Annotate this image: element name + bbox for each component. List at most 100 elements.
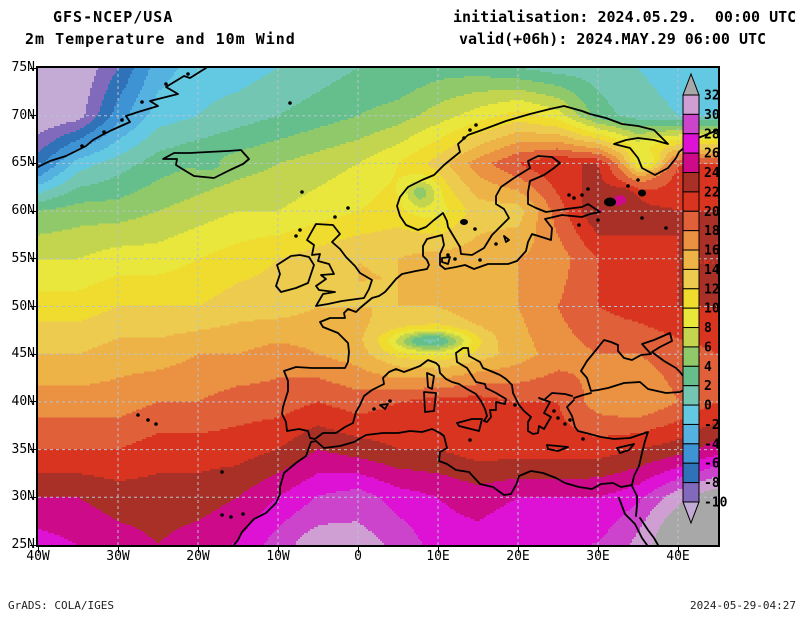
island-or-lake-speck (294, 234, 298, 238)
island-or-lake-speck (568, 418, 572, 422)
island-or-lake-speck (300, 190, 304, 194)
red-sea-coast (618, 485, 659, 546)
island-or-lake-speck (636, 178, 640, 182)
island-or-lake-speck (513, 403, 517, 407)
colorbar-segment (682, 191, 700, 212)
colorbar-segment (682, 327, 700, 348)
colorbar-segment (682, 133, 700, 154)
valid-time: valid(+06h): 2024.MAY.29 06:00 UTC (459, 30, 767, 48)
island-or-lake-speck (473, 227, 477, 231)
lat-tick-label: 50N (11, 298, 35, 314)
colorbar-segment (682, 288, 700, 309)
island-or-lake-speck (241, 512, 245, 516)
lat-tick-label: 70N (11, 107, 35, 123)
colorbar-segment (682, 462, 700, 484)
lon-tick-label: 20W (186, 549, 210, 564)
island-or-lake-speck (146, 418, 150, 422)
island-or-lake-speck (453, 257, 457, 261)
colorbar-tick-label: 22 (704, 185, 720, 200)
axis-tick (357, 547, 359, 553)
island-or-lake-speck (229, 515, 233, 519)
colorbar-tick-label: -10 (704, 495, 728, 510)
colorbar-tick-label: 14 (704, 263, 720, 278)
lon-tick-label: 20E (506, 549, 530, 564)
colorbar-tick-label: -4 (704, 437, 720, 452)
island-or-lake-speck (298, 228, 302, 232)
axis-tick (437, 547, 439, 553)
lat-tick-label: 40N (11, 393, 35, 409)
colorbar-tick-label: 2 (704, 379, 712, 394)
init-time: initialisation: 2024.05.29. 00:00 UTC (453, 8, 797, 26)
product-title: 2m Temperature and 10m Wind (25, 30, 296, 48)
island-or-lake-speck (462, 136, 466, 140)
colorbar-segment (682, 152, 700, 174)
lon-tick-label: 40W (26, 549, 50, 564)
lon-tick-label: 0 (354, 549, 362, 564)
colorbar-segment (682, 423, 700, 445)
axis-tick (30, 115, 36, 117)
island-or-lake-speck (140, 100, 144, 104)
axis-tick (597, 547, 599, 553)
axis-tick (30, 544, 36, 546)
black-sea-coast (573, 332, 692, 399)
island-or-lake-speck (494, 242, 498, 246)
render-timestamp: 2024-05-29-04:27 (690, 599, 796, 612)
colorbar-segment (682, 385, 700, 406)
lon-tick-label: 30W (106, 549, 130, 564)
island-or-lake-speck (372, 407, 376, 411)
lat-tick-label: 75N (11, 60, 35, 75)
colorbar-tick-label: 12 (704, 282, 720, 297)
island-or-lake-speck (474, 123, 478, 127)
island-or-lake-speck (186, 72, 190, 76)
coastlines (37, 67, 719, 546)
colorbar-tick-label: 10 (704, 302, 720, 317)
colorbar-tick-label: 0 (704, 399, 712, 414)
colorbar-segment (682, 482, 700, 503)
axis-tick (30, 67, 36, 69)
axis-tick (517, 547, 519, 553)
island-or-lake-speck (80, 144, 84, 148)
lat-tick-label: 25N (11, 537, 35, 552)
axis-tick (30, 496, 36, 498)
iceland-coast (162, 149, 250, 179)
axis-tick (117, 547, 119, 553)
greenland-coast (37, 67, 207, 168)
island-or-lake-speck (567, 193, 571, 197)
colorbar-tick-label: -6 (704, 457, 720, 472)
axis-tick (30, 306, 36, 307)
colorbar-tick-label: 24 (704, 166, 720, 181)
lakes-and-small-islands (80, 72, 668, 519)
island-or-lake-speck (580, 193, 584, 197)
axis-tick (677, 547, 679, 553)
island-or-lake-speck (577, 223, 581, 227)
axis-tick (30, 162, 36, 164)
island-or-lake-speck (572, 196, 576, 200)
map-frame (36, 66, 720, 547)
lat-tick-label: 65N (11, 155, 35, 171)
axis-tick (30, 258, 36, 260)
colorbar-segment (682, 210, 700, 232)
island-or-lake-speck (626, 184, 630, 188)
model-title: GFS-NCEP/USA (53, 8, 174, 26)
axis-tick (37, 547, 39, 553)
lake (604, 197, 616, 207)
island-or-lake-speck (120, 118, 124, 122)
lake (460, 219, 468, 225)
island-or-lake-speck (136, 413, 140, 417)
island-or-lake-speck (586, 187, 590, 191)
island-or-lake-speck (640, 216, 644, 220)
island-or-lake-speck (581, 437, 585, 441)
colorbar-segment (682, 268, 700, 290)
lat-tick-label: 45N (11, 346, 35, 362)
colorbar-segment (682, 172, 700, 193)
lon-tick-label: 10E (426, 549, 450, 564)
axis-tick (30, 449, 36, 451)
colorbar-segment (682, 307, 700, 329)
island-or-lake-speck (154, 422, 158, 426)
colorbar-tick-label: 30 (704, 108, 720, 123)
island-or-lake-speck (556, 416, 560, 420)
colorbar-tick-label: 6 (704, 340, 712, 355)
island-or-lake-speck (288, 101, 292, 105)
